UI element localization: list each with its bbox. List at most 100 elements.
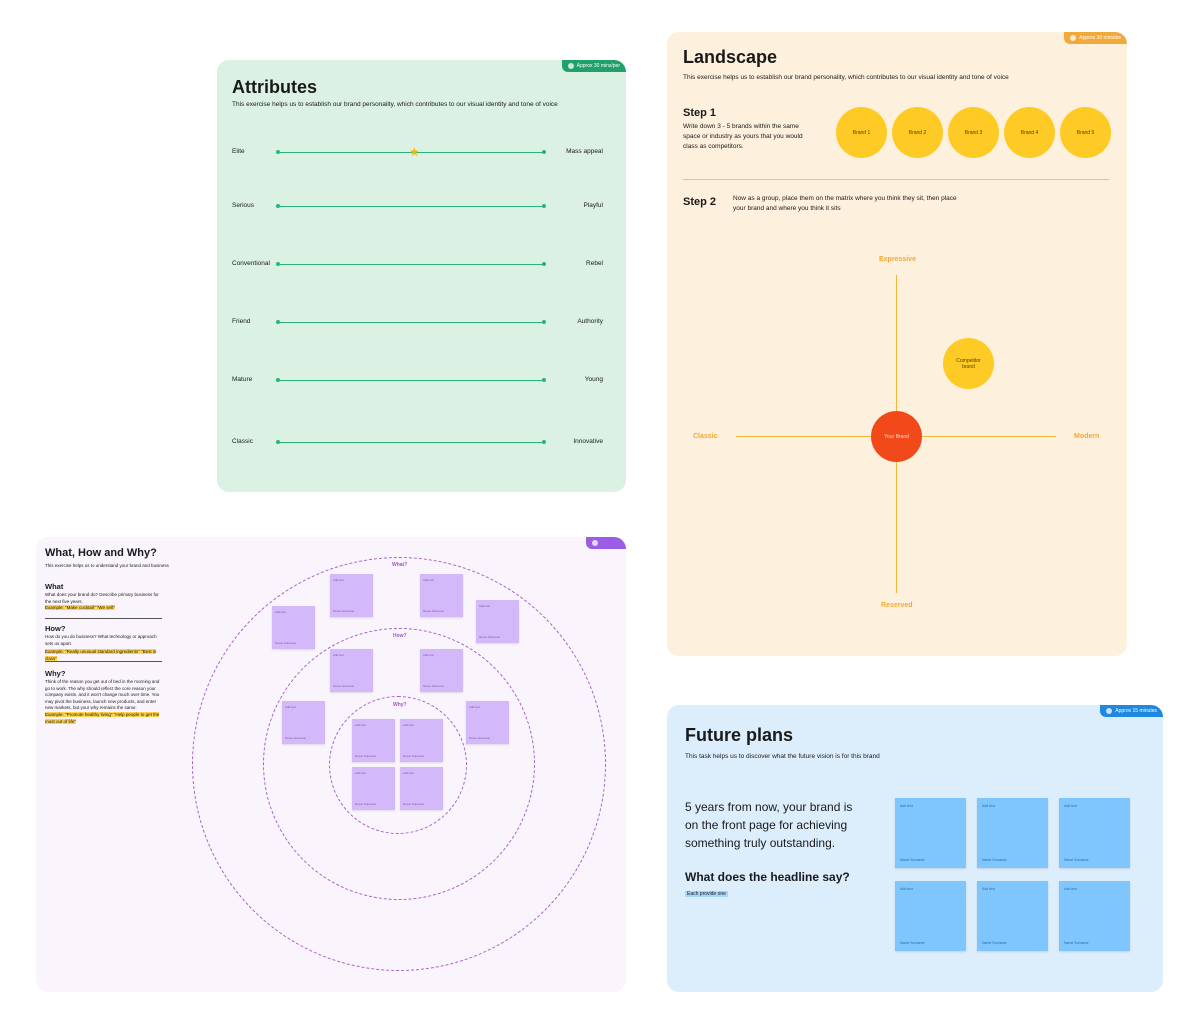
slider-right-label: Mass appeal: [566, 148, 603, 155]
note-text: Add text: [403, 771, 415, 775]
frame-description: This task helps us to discover what the …: [685, 753, 880, 760]
what-how-why-frame[interactable]: What, How and Why? This exercise helps u…: [36, 537, 626, 992]
sticky-note[interactable]: Add text Name Surname: [895, 881, 966, 951]
frame-description: This exercise helps us to understand you…: [45, 563, 169, 568]
brand-bubble[interactable]: Brand 1: [836, 107, 887, 158]
slider-right-label: Innovative: [573, 438, 603, 445]
how-example: Example: "Really unusual standard ingred…: [45, 649, 163, 662]
note-author: Name Surname: [403, 754, 425, 758]
frame-title: Attributes: [232, 77, 317, 97]
sticky-note[interactable]: Add text Name Surname: [1059, 881, 1130, 951]
slider-left-label: Serious: [232, 202, 255, 209]
slider-left-label: Elite: [232, 148, 245, 155]
sticky-note[interactable]: Add text Name Surname: [476, 600, 519, 643]
future-statement: 5 years from now, your brand is on the f…: [685, 800, 853, 850]
sticky-note[interactable]: Add text Name Surname: [400, 767, 443, 810]
attribute-slider[interactable]: Friend Authority: [217, 317, 626, 329]
note-author: Name Surname: [982, 858, 1007, 862]
slider-right-label: Playful: [583, 202, 603, 209]
attributes-frame[interactable]: Approx 30 mins/per Attributes This exerc…: [217, 60, 626, 492]
clock-icon: [1106, 708, 1113, 714]
landscape-frame[interactable]: Approx 30 minutes Landscape This exercis…: [667, 32, 1127, 656]
brand-bubble[interactable]: Brand 4: [1004, 107, 1055, 158]
why-ring: [329, 696, 467, 834]
slider-endpoint: [542, 378, 546, 382]
sticky-note[interactable]: Add text Name Surname: [330, 574, 373, 617]
attribute-slider[interactable]: Serious Playful: [217, 201, 626, 213]
sticky-note[interactable]: Add text Name Surname: [420, 649, 463, 692]
sticky-note[interactable]: Add text Name Surname: [466, 701, 509, 744]
ring-label-how: How?: [393, 633, 407, 639]
time-tag: Approx 30 minutes: [1064, 32, 1127, 44]
axis-label-top: Expressive: [879, 256, 916, 263]
future-plans-frame[interactable]: Approx 15 minutes Future plans This task…: [667, 705, 1163, 992]
sticky-note[interactable]: Add text Name Surname: [400, 719, 443, 762]
sticky-note[interactable]: Add text Name Surname: [352, 767, 395, 810]
time-tag-label: Approx 30 mins/per: [576, 63, 620, 69]
sticky-note[interactable]: Add text Name Surname: [282, 701, 325, 744]
frame-title: What, How and Why?: [45, 547, 157, 559]
slider-endpoint: [276, 262, 280, 266]
slider-left-label: Friend: [232, 318, 251, 325]
slider-endpoint: [276, 320, 280, 324]
note-author: Name Surname: [982, 941, 1007, 945]
note-author: Name Surname: [900, 941, 925, 945]
clock-icon: [592, 540, 598, 546]
slider-track: [278, 380, 545, 381]
time-tag-label: Approx 15 minutes: [1115, 708, 1157, 714]
attribute-slider[interactable]: Classic Innovative: [217, 437, 626, 449]
sticky-note[interactable]: Add text Name Surname: [352, 719, 395, 762]
sticky-note[interactable]: Add text Name Surname: [272, 606, 315, 649]
slider-track: [278, 264, 545, 265]
attribute-slider[interactable]: Mature Young: [217, 375, 626, 387]
what-ring: [192, 557, 606, 971]
ring-label-what: What?: [392, 562, 408, 568]
note-text: Add text: [285, 705, 297, 709]
note-text: Add text: [333, 653, 345, 657]
brand-bubble[interactable]: Brand 3: [948, 107, 999, 158]
ring-label-why: Why?: [393, 702, 407, 708]
note-text: Add text: [275, 610, 287, 614]
future-question: What does the headline say?: [685, 870, 850, 884]
brand-bubble[interactable]: Brand 2: [892, 107, 943, 158]
note-author: Name Surname: [403, 802, 425, 806]
note-text: Add text: [1064, 887, 1077, 891]
step-1-label: Step 1: [683, 107, 717, 119]
note-text: Add text: [355, 723, 367, 727]
sticky-note[interactable]: Add text Name Surname: [420, 574, 463, 617]
step-1-text: Write down 3 - 5 brands within the same …: [683, 123, 803, 150]
sticky-note[interactable]: Add text Name Surname: [977, 798, 1048, 868]
star-icon[interactable]: ★: [409, 145, 420, 159]
note-text: Add text: [1064, 804, 1077, 808]
note-author: Name Surname: [1064, 941, 1089, 945]
your-brand-bubble[interactable]: Your Brand: [871, 411, 922, 462]
divider: [683, 179, 1109, 180]
slider-endpoint: [276, 440, 280, 444]
slider-left-label: Mature: [232, 376, 253, 383]
step-2-text: Now as a group, place them on the matrix…: [733, 195, 957, 212]
slider-track: [278, 206, 545, 207]
slider-track: [278, 322, 545, 323]
note-text: Add text: [423, 578, 435, 582]
competitor-brand-bubble[interactable]: Competitor brand: [943, 338, 994, 389]
attribute-slider[interactable]: Elite ★ Mass appeal: [217, 145, 626, 159]
brand-bubble[interactable]: Brand 5: [1060, 107, 1111, 158]
slider-endpoint: [276, 378, 280, 382]
slider-endpoint: [542, 320, 546, 324]
sticky-note[interactable]: Add text Name Surname: [895, 798, 966, 868]
note-text: Add text: [355, 771, 367, 775]
attribute-slider[interactable]: Conventional Rebel: [217, 259, 626, 271]
sticky-note[interactable]: Add text Name Surname: [977, 881, 1048, 951]
time-tag: Approx 15 minutes: [1100, 705, 1163, 717]
sticky-note[interactable]: Add text Name Surname: [1059, 798, 1130, 868]
slider-right-label: Rebel: [586, 260, 603, 267]
sticky-note[interactable]: Add text Name Surname: [330, 649, 373, 692]
slider-track: [278, 442, 545, 443]
slider-endpoint: [542, 150, 546, 154]
note-author: Name Surname: [479, 635, 501, 639]
note-text: Add text: [982, 887, 995, 891]
note-author: Name Surname: [1064, 858, 1089, 862]
time-tag-label: Approx 30 minutes: [1079, 35, 1121, 41]
note-text: Add text: [333, 578, 345, 582]
future-hint: Each provide one: [685, 891, 728, 897]
